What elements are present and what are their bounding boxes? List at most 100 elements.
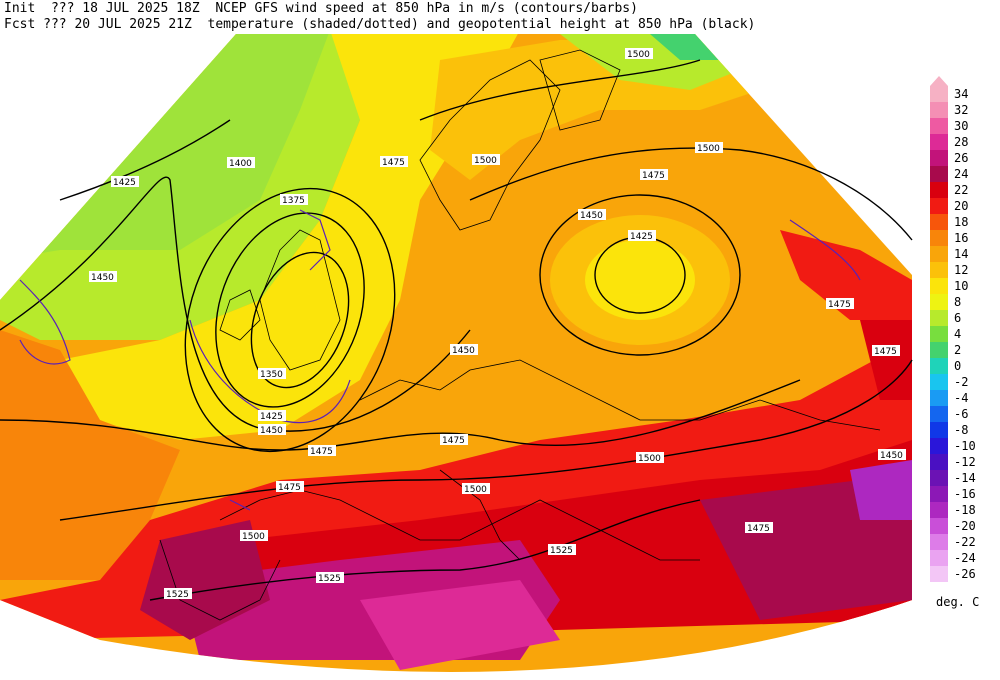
label-1475-russia: 1475: [642, 171, 665, 181]
colorbar-swatch: [930, 486, 948, 502]
colorbar-swatch: [930, 502, 948, 518]
colorbar-label: -20: [954, 519, 976, 533]
label-1475-biscay: 1475: [278, 483, 301, 493]
colorbar-swatch: [930, 342, 948, 358]
colorbar-label: 24: [954, 167, 969, 181]
label-1450-uk: 1450: [260, 426, 283, 436]
colorbar-swatch: [930, 422, 948, 438]
header-line-init: Init ??? 18 JUL 2025 18Z NCEP GFS wind s…: [4, 1, 638, 16]
colorbar-swatch: [930, 438, 948, 454]
temperature-colorbar: 34 32 30 28 26 24 22 20 18 16 14 12 10 8 6 4 2 0 -2 -4 -6 -8-…: [926, 76, 1000, 606]
colorbar-swatch: [930, 534, 948, 550]
colorbar-swatch: [930, 150, 948, 166]
colorbar-label: 10: [954, 279, 969, 293]
colorbar-label: -16: [954, 487, 976, 501]
label-1500-balkans: 1500: [638, 454, 661, 464]
colorbar-label: -22: [954, 535, 976, 549]
colorbar-label: -24: [954, 551, 976, 565]
colorbar-swatch: [930, 86, 948, 102]
colorbar-label: -8: [954, 423, 969, 437]
colorbar-swatch: [930, 230, 948, 246]
label-1475-turkey: 1475: [747, 524, 770, 534]
colorbar-label: 16: [954, 231, 969, 245]
label-1450-west: 1450: [91, 273, 114, 283]
label-1350: 1350: [260, 370, 283, 380]
colorbar-swatch: [930, 310, 948, 326]
colorbar-swatch: [930, 326, 948, 342]
label-1475-norway: 1475: [382, 158, 405, 168]
label-1525-iberia: 1525: [166, 590, 189, 600]
colorbar-label: 34: [954, 87, 969, 101]
colorbar-arrow-top: [930, 76, 948, 86]
colorbar-label: 8: [954, 295, 962, 309]
label-1500-italy: 1500: [464, 485, 487, 495]
label-1375: 1375: [282, 196, 305, 206]
label-1475-east2: 1475: [874, 347, 897, 357]
colorbar-swatch: [930, 262, 948, 278]
colorbar-swatch: [930, 374, 948, 390]
colorbar-label: -2: [954, 375, 969, 389]
label-1400: 1400: [229, 159, 252, 169]
label-1475-central: 1475: [310, 447, 333, 457]
colorbar-label: 6: [954, 311, 962, 325]
label-1500-iberia: 1500: [242, 532, 265, 542]
colorbar-label: 2: [954, 343, 962, 357]
colorbar-label: -10: [954, 439, 976, 453]
label-1500-russia: 1500: [697, 144, 720, 154]
colorbar-swatch: [930, 278, 948, 294]
colorbar-label: -12: [954, 455, 976, 469]
label-1450-germany: 1450: [452, 346, 475, 356]
colorbar-swatch: [930, 358, 948, 374]
colorbar-label: 18: [954, 215, 969, 229]
colorbar-label: -6: [954, 407, 969, 421]
colorbar-swatch: [930, 246, 948, 262]
label-1525-med: 1525: [318, 574, 341, 584]
colorbar-swatch: [930, 470, 948, 486]
label-1425-russia: 1425: [630, 232, 653, 242]
colorbar-label: 12: [954, 263, 969, 277]
colorbar-swatch: [930, 406, 948, 422]
colorbar-label: 32: [954, 103, 969, 117]
colorbar-swatch: [930, 518, 948, 534]
label-1450-russia: 1450: [580, 211, 603, 221]
label-1500-north: 1500: [627, 50, 650, 60]
colorbar-swatch: [930, 294, 948, 310]
colorbar-label: -4: [954, 391, 969, 405]
height-contours: [0, 59, 913, 601]
colorbar-label: 22: [954, 183, 969, 197]
colorbar-label: -14: [954, 471, 976, 485]
colorbar-swatch: [930, 102, 948, 118]
coastlines: [159, 49, 881, 621]
label-1425-uk: 1425: [260, 412, 283, 422]
label-1475-alps: 1475: [442, 436, 465, 446]
height-labels: 1425 1400 1375 1450 1350 1425 1450 1475 …: [89, 48, 906, 600]
colorbar-label: 14: [954, 247, 969, 261]
label-1475-east: 1475: [828, 300, 851, 310]
colorbar-label: 28: [954, 135, 969, 149]
colorbar-swatch: [930, 166, 948, 182]
colorbar-swatch: [930, 454, 948, 470]
colorbar-swatch: [930, 390, 948, 406]
colorbar-label: 26: [954, 151, 969, 165]
colorbar-swatch: [930, 550, 948, 566]
colorbar-swatch: [930, 134, 948, 150]
colorbar-label: 30: [954, 119, 969, 133]
colorbar-swatch: [930, 118, 948, 134]
colorbar-swatch: [930, 214, 948, 230]
header-line-forecast: Fcst ??? 20 JUL 2025 21Z temperature (sh…: [4, 17, 756, 32]
colorbar-label: -26: [954, 567, 976, 581]
label-1500-sweden: 1500: [474, 156, 497, 166]
colorbar-label: 0: [954, 359, 962, 373]
colorbar-label: 20: [954, 199, 969, 213]
label-1525-east-med: 1525: [550, 546, 573, 556]
colorbar-swatch: [930, 198, 948, 214]
colorbar-unit: deg. C: [936, 595, 980, 609]
label-1425-west: 1425: [113, 178, 136, 188]
label-1450-caspian: 1450: [880, 451, 903, 461]
colorbar-swatch: [930, 182, 948, 198]
colorbar-label: 4: [954, 327, 962, 341]
colorbar-swatch: [930, 566, 948, 582]
colorbar-label: -18: [954, 503, 976, 517]
